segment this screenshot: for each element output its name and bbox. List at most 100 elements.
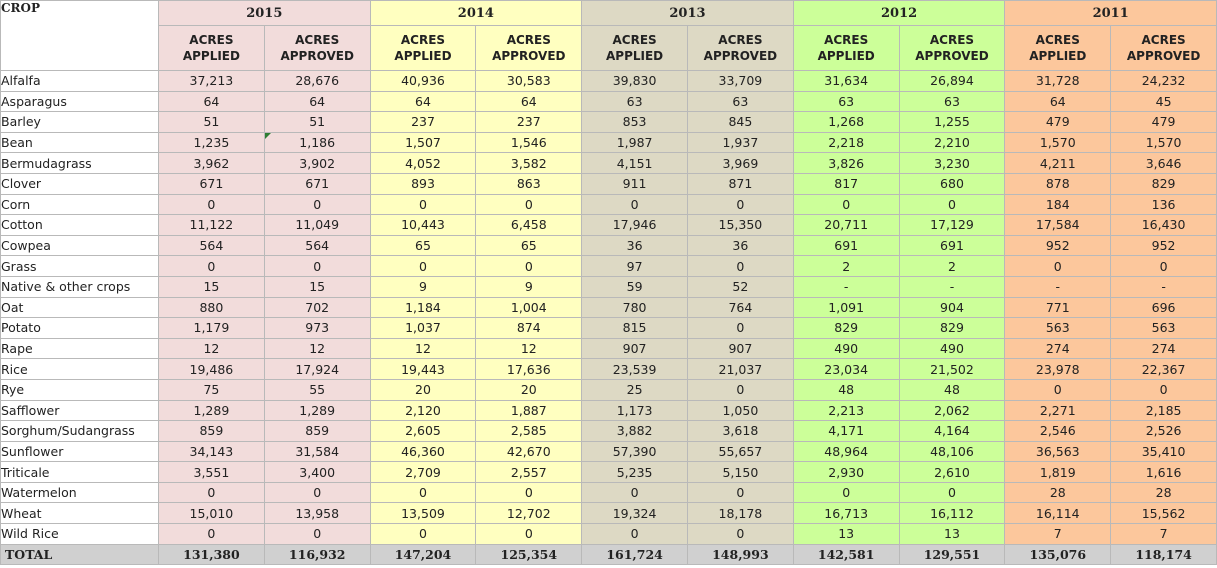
acres-value-cell: 23,034: [792, 358, 900, 380]
acres-value-cell: 0: [475, 193, 583, 216]
table-row: Rice 19,486 17,924 19,443 17,636 23,539 21,037…: [0, 358, 1217, 380]
acres-value-cell: 1,179: [158, 317, 265, 339]
acres-value-cell: 874: [475, 317, 583, 339]
acres-value-cell: 13,509: [369, 502, 477, 525]
acres-value-cell: 0: [1110, 378, 1217, 401]
acres-value-cell: 1,507: [369, 131, 477, 154]
acres-value-cell: 0: [369, 481, 477, 504]
acres-value-cell: 30,583: [475, 70, 583, 92]
total-value-cell: 148,993: [686, 543, 794, 566]
acres-value-cell: 0: [686, 317, 794, 339]
acres-value-cell: 4,151: [581, 152, 688, 174]
acres-value-cell: 3,618: [686, 420, 794, 442]
crop-column-header: CROP: [0, 0, 159, 71]
acres-value-cell: 15: [263, 275, 371, 298]
table-row: Watermelon 0 0 0 0 0 0 0 0 28 28: [0, 481, 1217, 504]
acres-value-cell: 34,143: [158, 440, 265, 463]
table-header: CROP 2015 2014 2013 2012 2011 ACRES APPLIED AC…: [0, 0, 1217, 71]
table-row: Alfalfa 37,213 28,676 40,936 30,583 39,830 33,…: [0, 70, 1217, 92]
acres-value-cell: 2,709: [369, 461, 477, 483]
acres-value-cell: 9: [369, 275, 477, 298]
acres-value-cell: 952: [1110, 234, 1217, 257]
acres-value-cell: 64: [158, 90, 265, 113]
total-value-cell: 116,932: [263, 543, 371, 566]
acres-value-cell: 2,526: [1110, 420, 1217, 442]
acres-value-cell: 4,164: [898, 420, 1006, 442]
acres-value-cell: 16,713: [792, 502, 900, 525]
acres-value-cell: 764: [686, 296, 794, 319]
acres-approved-header: ACRES APPROVED: [1110, 25, 1217, 71]
acres-value-cell: 563: [1110, 317, 1217, 339]
acres-value-cell: 48,964: [792, 440, 900, 463]
acres-value-cell: 2: [792, 255, 900, 277]
acres-value-cell: 0: [686, 523, 794, 545]
acres-value-cell: 859: [263, 420, 371, 442]
crop-name-cell: Potato: [0, 317, 159, 339]
acres-value-cell: 33,709: [686, 70, 794, 92]
crop-name-cell: Rye: [0, 378, 159, 401]
acres-value-cell: 0: [158, 193, 265, 216]
crop-name-cell: Safflower: [0, 399, 159, 422]
acres-value-cell: 0: [898, 481, 1006, 504]
total-value-cell: 142,581: [792, 543, 900, 566]
crop-name-cell: Barley: [0, 111, 159, 133]
acres-value-cell: 1,289: [158, 399, 265, 422]
crop-name-cell: Rice: [0, 358, 159, 380]
acres-value-cell: 274: [1004, 337, 1112, 360]
acres-value-cell: 15: [158, 275, 265, 298]
acres-applied-header: ACRES APPLIED: [158, 25, 265, 71]
table-row: Corn 0 0 0 0 0 0 0 0 184 136: [0, 193, 1217, 216]
acres-value-cell: 65: [475, 234, 583, 257]
acres-value-cell: -: [792, 275, 900, 298]
acres-value-cell: 39,830: [581, 70, 688, 92]
acres-value-cell: 0: [263, 255, 371, 277]
acres-value-cell: 19,486: [158, 358, 265, 380]
table-row: Rape 12 12 12 12 907 907 490 490 274 274: [0, 337, 1217, 360]
acres-value-cell: 40,936: [369, 70, 477, 92]
acres-value-cell: 880: [158, 296, 265, 319]
acres-value-cell: 1,004: [475, 296, 583, 319]
acres-value-cell: 12: [475, 337, 583, 360]
table-row: Potato 1,179 973 1,037 874 815 0 829 829 563 563: [0, 317, 1217, 339]
acres-value-cell: 0: [369, 523, 477, 545]
acres-value-cell: 15,350: [686, 214, 794, 236]
year-header-2012: 2012: [792, 0, 1006, 26]
crop-name-cell: Rape: [0, 337, 159, 360]
acres-value-cell: 1,091: [792, 296, 900, 319]
acres-value-cell: 13: [792, 523, 900, 545]
acres-value-cell: 3,646: [1110, 152, 1217, 174]
acres-value-cell: 64: [263, 90, 371, 113]
acres-value-cell: 845: [686, 111, 794, 133]
acres-value-cell: 1,819: [1004, 461, 1112, 483]
acres-value-cell: 0: [686, 193, 794, 216]
acres-value-cell: 0: [369, 193, 477, 216]
acres-value-cell: 2,585: [475, 420, 583, 442]
acres-value-cell: 48: [792, 378, 900, 401]
acres-value-cell: 829: [898, 317, 1006, 339]
acres-value-cell: 871: [686, 172, 794, 195]
crop-name-cell: Wild Rice: [0, 523, 159, 545]
acres-value-cell: 0: [263, 523, 371, 545]
acres-value-cell: 563: [1004, 317, 1112, 339]
crop-name-cell: Clover: [0, 172, 159, 195]
acres-value-cell: 0: [263, 193, 371, 216]
acres-value-cell: 2,930: [792, 461, 900, 483]
acres-value-cell: 1,987: [581, 131, 688, 154]
acres-value-cell: 1,184: [369, 296, 477, 319]
acres-value-cell: 12: [369, 337, 477, 360]
crop-name-cell: Sorghum/Sudangrass: [0, 420, 159, 442]
acres-value-cell: 696: [1110, 296, 1217, 319]
total-value-cell: 147,204: [369, 543, 477, 566]
acres-value-cell: 893: [369, 172, 477, 195]
table-row: Rye 75 55 20 20 25 0 48 48 0 0: [0, 378, 1217, 401]
table-row: Triticale 3,551 3,400 2,709 2,557 5,235 5,150 2…: [0, 461, 1217, 483]
acres-value-cell: 829: [1110, 172, 1217, 195]
acres-value-cell: 1,289: [263, 399, 371, 422]
acres-value-cell: 31,634: [792, 70, 900, 92]
acres-value-cell: 97: [581, 255, 688, 277]
acres-value-cell: 0: [1110, 255, 1217, 277]
acres-value-cell: 3,962: [158, 152, 265, 174]
acres-value-cell: 17,129: [898, 214, 1006, 236]
acres-value-cell: 479: [1004, 111, 1112, 133]
